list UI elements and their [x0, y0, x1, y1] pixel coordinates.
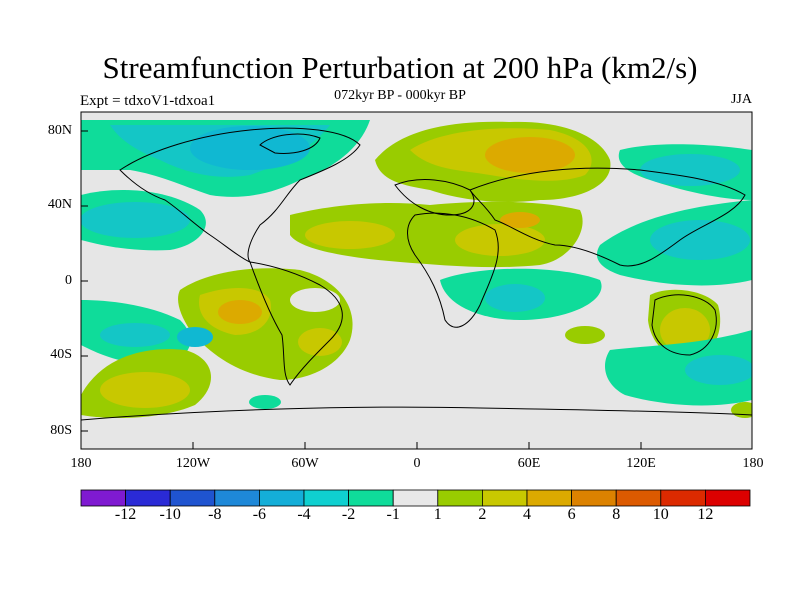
lat-tick-40n: 40N — [47, 197, 72, 212]
colorbar-label: -6 — [252, 506, 267, 523]
colorbar-swatch — [392, 489, 439, 507]
colorbar-label: 12 — [697, 506, 714, 523]
colorbar-swatch — [348, 489, 394, 507]
lon-tick-120w: 120W — [175, 456, 211, 471]
colorbar-label: -12 — [114, 506, 137, 523]
colorbar-swatch — [615, 489, 662, 507]
colorbar-swatch — [169, 489, 216, 507]
experiment-label: Expt = tdxoV1-tdxoa1 — [80, 93, 216, 109]
lat-tick-80n: 80N — [47, 123, 72, 138]
lon-tick-180w: 180 — [70, 456, 92, 471]
colorbar-label: -8 — [208, 506, 222, 523]
coastlines — [81, 127, 752, 421]
colorbar-swatch — [303, 489, 349, 507]
colorbar-swatch — [125, 489, 171, 507]
colorbar-label: -4 — [297, 506, 311, 523]
colorbar-swatch — [571, 489, 617, 507]
colorbar-swatch — [80, 489, 126, 507]
contour-field — [81, 112, 752, 449]
lon-tick-120e: 120E — [626, 456, 656, 471]
lon-tick-180e: 180 — [742, 456, 764, 471]
season-label: JJA — [730, 92, 752, 107]
lat-tick-40s: 40S — [50, 347, 72, 362]
colorbar-label: 6 — [567, 506, 576, 523]
colorbar-label: 10 — [652, 506, 669, 523]
colorbar-label: -2 — [341, 506, 356, 523]
colorbar-swatch — [660, 489, 706, 507]
colorbar-swatch — [258, 489, 305, 507]
lat-tick-0: 0 — [65, 273, 72, 288]
lon-tick-0: 0 — [413, 456, 421, 471]
colorbar-swatch — [214, 489, 260, 507]
colorbar-label: 1 — [433, 506, 442, 523]
colorbar-label: -1 — [386, 506, 400, 523]
lon-tick-60e: 60E — [517, 456, 541, 471]
colorbar-label: 8 — [612, 506, 621, 523]
plot-title: Streamfunction Perturbation at 200 hPa (… — [102, 50, 698, 85]
colorbar-swatch — [437, 489, 483, 507]
colorbar-label: -10 — [159, 506, 181, 523]
plot-subtitle: 072kyr BP - 000kyr BP — [334, 88, 466, 103]
colorbar-swatch — [705, 489, 751, 507]
tick-marks — [81, 130, 642, 449]
colorbar — [80, 489, 751, 507]
lon-tick-60w: 60W — [291, 456, 319, 471]
colorbar-swatch — [481, 489, 528, 507]
colorbar-label: 2 — [478, 506, 487, 523]
colorbar-swatch — [526, 489, 572, 507]
colorbar-label: 4 — [523, 506, 531, 523]
lat-tick-80s: 80S — [50, 423, 72, 438]
